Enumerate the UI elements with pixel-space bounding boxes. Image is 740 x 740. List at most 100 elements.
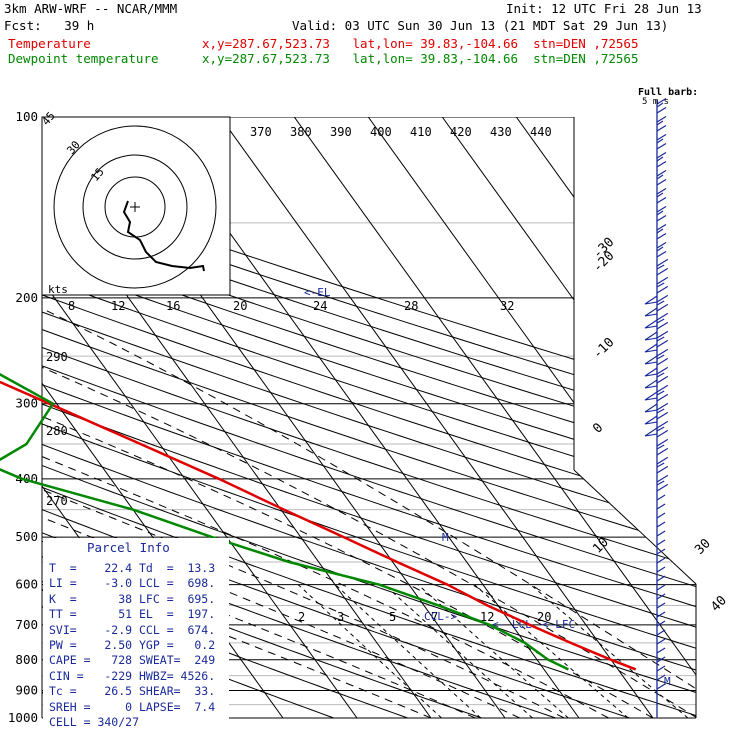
wind-barb: [656, 483, 669, 492]
wind-barb: [656, 548, 666, 555]
wind-barb: [656, 521, 666, 528]
isotherm: [441, 117, 696, 718]
theta-label: 400: [370, 125, 392, 139]
wind-barb: [656, 656, 666, 663]
wind-barb-legend: Full barb:: [638, 87, 698, 98]
dry-adiabat: [42, 117, 696, 718]
isotherm-label: -10: [590, 335, 617, 362]
wind-barb: [656, 539, 666, 546]
wind-barb: [656, 312, 669, 321]
wind-barb: [656, 426, 665, 432]
wind-barb: [656, 276, 669, 285]
wind-barb: [656, 142, 667, 150]
wind-barb: [656, 408, 665, 414]
theta-label: 430: [490, 125, 512, 139]
el-marker: <-EL: [304, 286, 331, 299]
pressure-label-200: 200: [15, 290, 38, 305]
mixing-ratio-label: 5: [389, 610, 396, 624]
pressure-label-1000: 1000: [8, 710, 38, 725]
parcel-row-left: LI = -3.0: [49, 576, 133, 591]
wind-barb: [656, 575, 666, 582]
wind-barb: [656, 106, 667, 114]
pressure-label-900: 900: [15, 682, 38, 697]
parcel-row-left: CELL = 340/27: [49, 715, 140, 729]
dry-adiabat: [42, 117, 696, 718]
wind-barb: [656, 120, 664, 126]
parcel-row-right: LCL = 698.: [139, 576, 216, 591]
parcel-row-right: LFC = 695.: [139, 591, 216, 606]
mixing-ratio-line: [417, 584, 569, 718]
wind-barb: [656, 178, 667, 186]
wind-barb: [656, 611, 666, 618]
wind-barb: [656, 124, 667, 132]
moist-adiabat: [42, 297, 696, 718]
parcel-row-right: Td = 13.3: [139, 561, 216, 575]
wind-barb: [656, 393, 669, 402]
wind-barb: [656, 169, 667, 177]
parcel-row-right: SWEAT= 249: [139, 653, 216, 668]
parcel-row-left: T = 22.4: [49, 561, 133, 575]
wind-barb: [656, 192, 664, 198]
theta-e-label: 270: [46, 494, 68, 508]
theta-e-label: 290: [46, 350, 68, 364]
wind-barb: [656, 138, 664, 144]
mid-marker: M: [442, 531, 449, 544]
pressure-label-600: 600: [15, 577, 38, 592]
wind-barb: [656, 438, 669, 447]
mixing-ratio-line: [335, 584, 482, 718]
wind-barb: [656, 503, 666, 510]
wind-marker: M: [664, 675, 671, 688]
wind-barb: [656, 512, 666, 519]
wind-barb: [656, 674, 666, 681]
hodograph-units: kts: [48, 283, 68, 296]
wind-barb: [656, 357, 669, 366]
mixing-ratio-line: [530, 584, 689, 718]
parcel-row-left: SVI= -2.9: [49, 622, 133, 637]
model-title: 3km ARW-WRF -- NCAR/MMM: [4, 1, 178, 16]
wind-barb: [656, 584, 666, 591]
moist-adiabat: [42, 297, 565, 718]
mixing-ratio-line: [474, 584, 629, 718]
wind-barb: [656, 223, 667, 231]
theta-e-label: 280: [46, 424, 68, 438]
wind-pennant: [644, 294, 658, 305]
wind-barb: [656, 566, 666, 573]
pressure-label-800: 800: [15, 652, 38, 667]
wind-barb: [656, 474, 669, 483]
parcel-row-right: SHEAR= 33.: [139, 684, 216, 699]
dry-adiabat: [42, 117, 696, 718]
hodograph-speed-label: 8: [68, 299, 75, 313]
isotherm-label: 30: [692, 536, 714, 558]
moist-adiabat: [42, 297, 696, 718]
theta-label: 380: [290, 125, 312, 139]
parcel-row-left: CIN = -229: [49, 668, 133, 683]
hodograph-trace: [122, 200, 205, 272]
dry-adiabat: [42, 117, 696, 718]
wind-barb: [656, 97, 667, 105]
wind-barb-column: [644, 97, 669, 718]
wind-barb: [656, 390, 665, 396]
dry-adiabat: [42, 117, 696, 718]
dry-adiabat: [42, 117, 408, 718]
wind-barb: [656, 174, 664, 180]
hodograph-speed-label: 24: [313, 299, 327, 313]
dry-adiabat: [42, 117, 696, 718]
valid-time: Valid: 03 UTC Sun 30 Jun 13 (21 MDT Sat …: [292, 18, 669, 33]
hodograph-speed-label: 28: [404, 299, 418, 313]
dry-adiabat: [42, 117, 696, 718]
wind-barb: [656, 133, 667, 141]
dry-adiabat: [42, 117, 696, 718]
mixing-ratio-line: [297, 584, 442, 718]
wind-barb-units: 5 m s: [642, 97, 669, 107]
theta-label: 410: [410, 125, 432, 139]
lfc-marker: <-LFC: [542, 618, 575, 631]
wind-barb: [656, 429, 669, 438]
hodograph-frame: [41, 116, 231, 296]
wind-barb: [656, 282, 665, 288]
wind-barb: [656, 557, 666, 564]
wind-pennant: [644, 330, 658, 341]
wind-barb: [656, 366, 669, 375]
dry-adiabat: [42, 117, 696, 718]
wind-barb: [656, 620, 666, 627]
